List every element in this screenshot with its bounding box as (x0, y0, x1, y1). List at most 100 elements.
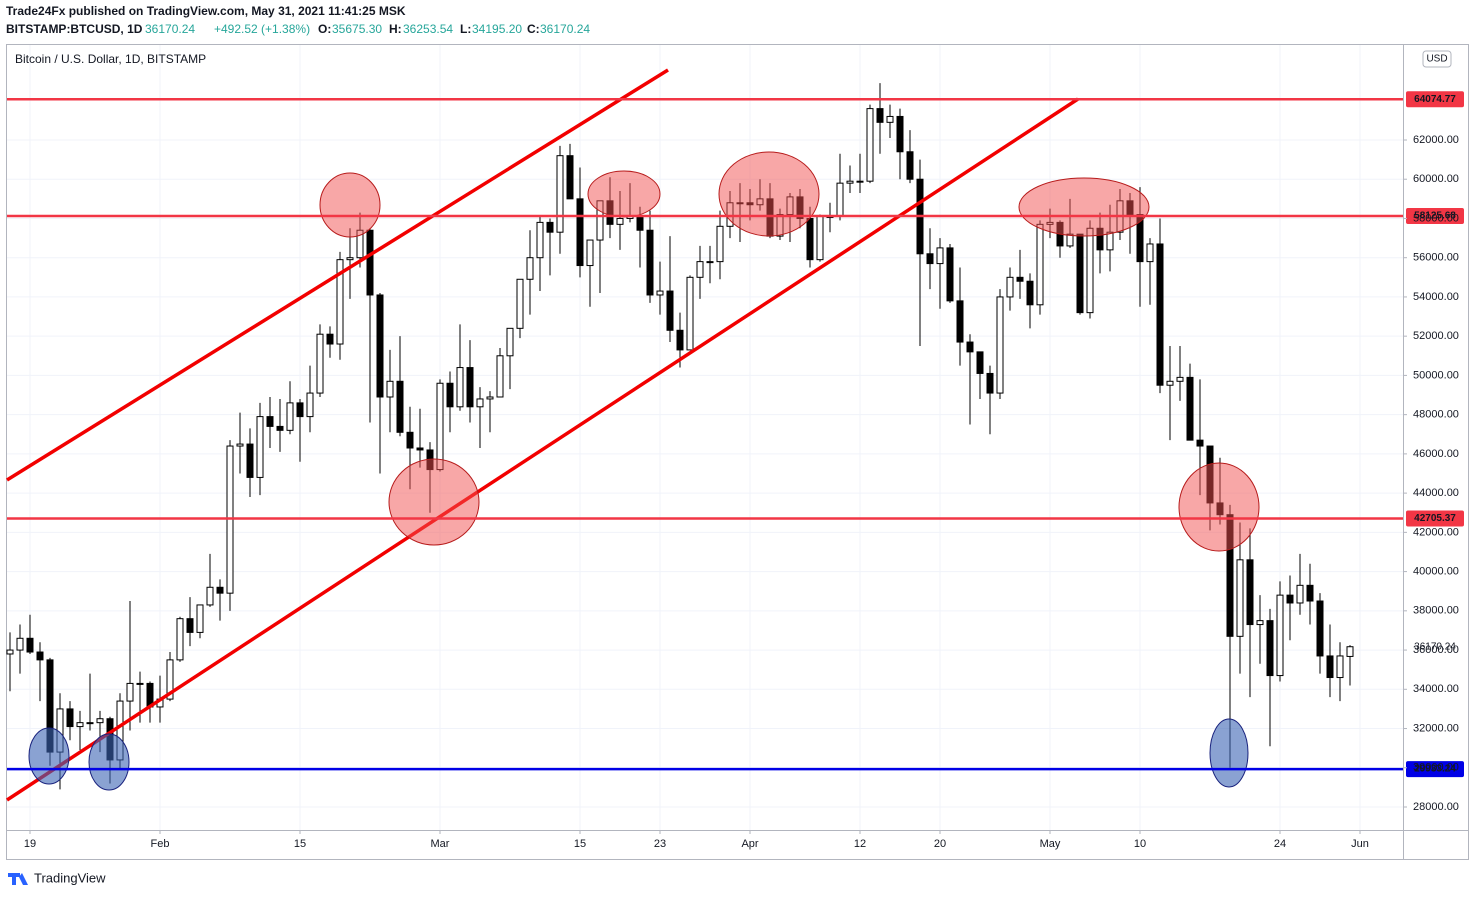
candle-body (1196, 439, 1204, 447)
y-tick-label: 54000.00 (1413, 291, 1459, 303)
y-tick-label: 28000.00 (1413, 801, 1459, 813)
candle-body (906, 151, 914, 180)
candle-body (256, 416, 264, 478)
candle-body (456, 367, 464, 408)
candle-body (186, 618, 194, 633)
candle-body (936, 247, 944, 265)
candle-body (196, 604, 204, 633)
chart-title: Bitcoin / U.S. Dollar, 1D, BITSTAMP (15, 52, 206, 66)
candle-body (836, 182, 844, 218)
x-tick-label: 15 (574, 838, 586, 850)
frame (6, 44, 1469, 860)
candle-body (876, 108, 884, 123)
candle-body (956, 300, 964, 343)
candle-body (1156, 243, 1164, 386)
x-tick-label: 15 (294, 838, 306, 850)
last: 36170.24 (145, 22, 195, 36)
candle-body (1016, 276, 1024, 282)
candle-body (1186, 376, 1194, 441)
highlight-circle (1209, 718, 1249, 788)
level-label-bg (1406, 207, 1464, 224)
candle-body (346, 257, 354, 261)
y-tick-label: 48000.00 (1413, 409, 1459, 421)
y-tick-label: 60000.00 (1413, 173, 1459, 185)
y-tick-label: 32000.00 (1413, 722, 1459, 734)
o-label: O: (318, 22, 331, 36)
x-tick-label: 20 (934, 838, 946, 850)
candle-body (696, 261, 704, 278)
candle-body (276, 425, 284, 431)
candle-body (986, 372, 994, 394)
candle-body (886, 115, 894, 123)
candle-body (1036, 223, 1044, 306)
candle-body (896, 115, 904, 153)
level-label-bg (1406, 91, 1464, 108)
candle-body (1246, 559, 1254, 626)
x-tick-label: 12 (854, 838, 866, 850)
level-label: 42705.37 (1414, 513, 1456, 524)
currency-badge (1422, 50, 1452, 68)
candle-body (436, 382, 444, 471)
last-price-bg (1406, 638, 1464, 655)
currency: USD (1426, 54, 1447, 65)
x-tick-label: Feb (151, 838, 170, 850)
candle-body (476, 398, 484, 408)
candle-body (396, 380, 404, 433)
candle-body (406, 431, 414, 449)
x-tick-label: Mar (431, 838, 450, 850)
candle-body (556, 155, 564, 233)
candle-body (1326, 655, 1334, 679)
level-label-bg (1406, 510, 1464, 527)
y-tick-label: 62000.00 (1413, 134, 1459, 146)
x-tick-label: May (1040, 838, 1061, 850)
c-label: C: (527, 22, 540, 36)
drawings (6, 68, 1260, 802)
candle-body (866, 108, 874, 182)
publisher: Trade24Fx published on TradingView.com, … (6, 4, 406, 18)
candle-body (976, 351, 984, 374)
candle-body (1176, 376, 1184, 382)
levels: 64074.77 58125.68 42705.37 29933.24 36170.24 (7, 91, 1464, 778)
x-tick-label: Apr (741, 838, 758, 850)
candle-body (86, 722, 94, 725)
candle-body (1256, 620, 1264, 626)
l-value: 34195.20 (472, 22, 522, 36)
candle-body (1346, 646, 1354, 657)
candle-body (286, 402, 294, 431)
candle-body (266, 416, 274, 427)
highlight-circle (1018, 177, 1150, 237)
candle-body (1266, 620, 1274, 677)
level-label: 29933.24 (1414, 764, 1456, 775)
x-tick-label: 10 (1134, 838, 1146, 850)
candle-body (816, 216, 824, 261)
candle-body (996, 296, 1004, 394)
o-value: 35675.30 (332, 22, 382, 36)
candle-body (1146, 243, 1154, 263)
candle-body (176, 618, 184, 661)
candle-body (516, 278, 524, 329)
highlight-circle (319, 172, 381, 238)
candle-body (1276, 594, 1284, 677)
candle-body (236, 443, 244, 447)
h-label: H: (389, 22, 402, 36)
highlight-circle (1178, 462, 1260, 552)
y-tick-label: 58000.00 (1413, 212, 1459, 224)
candle-body (656, 290, 664, 296)
l-label: L: (460, 22, 471, 36)
candle-body (1296, 584, 1304, 604)
level-label: 58125.68 (1414, 211, 1456, 222)
last-price-label: 36170.24 (1414, 641, 1456, 652)
candles (6, 83, 1354, 790)
y-tick-label: 46000.00 (1413, 448, 1459, 460)
candle-body (26, 637, 34, 653)
candle-body (676, 329, 684, 351)
candle-body (6, 649, 14, 655)
candle-body (686, 276, 694, 351)
candle-body (206, 586, 214, 606)
symbol: BITSTAMP:BTCUSD, 1D (6, 22, 143, 36)
candle-body (586, 239, 594, 267)
x-tick-label: Jun (1351, 838, 1369, 850)
candle-body (466, 367, 474, 408)
candle-body (1316, 600, 1324, 657)
